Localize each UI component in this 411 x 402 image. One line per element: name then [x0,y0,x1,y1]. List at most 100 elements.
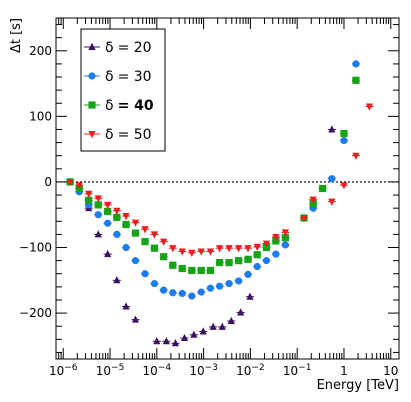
data-point [190,330,198,338]
data-point [160,253,168,261]
data-point [300,215,308,223]
data-point [162,337,170,345]
data-point [160,286,168,294]
data-point [340,182,348,190]
plot-frame [55,17,400,360]
y-tick-label: −200 [19,306,52,320]
data-point [281,234,290,242]
legend-label: δ = 50 [105,127,152,143]
plot-area [56,60,399,347]
data-point [253,262,261,271]
data-point [131,315,140,323]
data-point [227,316,235,324]
series-delta-20 [66,125,336,347]
data-point [235,257,243,265]
data-point [235,245,243,253]
data-point [122,220,130,229]
data-point [113,207,121,215]
data-point [150,231,159,239]
data-point [113,276,121,284]
data-point [178,264,186,273]
data-point [197,288,205,296]
x-tick-label: 10 [383,364,398,378]
data-point [160,238,168,246]
x-tick-label: 10−2 [236,363,265,378]
data-point [206,284,215,292]
data-point [197,248,205,256]
data-point [272,250,280,258]
data-point [262,240,271,248]
data-point [272,234,280,242]
data-point [262,257,271,265]
data-point [94,195,102,203]
legend: δ = 20 δ = 30 δ = 40 δ = 50 [80,28,166,152]
data-point [340,137,348,145]
data-point [141,226,149,234]
data-point [104,219,112,227]
data-point [94,201,102,209]
x-tick-label: 10−1 [283,363,312,378]
data-point [281,229,290,237]
data-point [113,230,121,239]
data-point [328,198,336,206]
data-point [365,103,374,111]
data-point [104,201,112,210]
x-axis-title: Energy [TeV] [317,378,399,393]
data-point [352,76,360,84]
data-point [180,333,189,342]
legend-marker-circle [88,72,96,80]
data-point [216,282,224,290]
data-point [319,184,327,193]
data-point [169,289,177,297]
data-point [122,302,130,310]
data-point [178,248,186,256]
data-point [153,337,161,345]
data-point [237,308,245,316]
data-point [352,152,360,160]
data-point [85,196,93,204]
y-tick-label: 0 [44,175,52,189]
data-point [225,279,233,288]
y-axis-title: Δt [s] [9,18,24,53]
data-point [216,259,224,267]
axes: 10−6 10−5 10−4 10−3 10−2 10−1 1 10 −200 −100 0 100 2… [9,17,400,393]
data-point [150,279,159,288]
data-point [235,277,243,285]
data-point [340,129,348,138]
data-point [225,259,233,267]
data-point [197,266,205,275]
data-point [328,175,336,183]
data-point [244,255,252,263]
data-point [169,245,177,253]
data-point [75,182,83,190]
data-point [199,327,207,335]
data-point [209,322,217,330]
data-point [218,322,226,330]
x-tick-label: 10−5 [96,363,125,378]
legend-marker-triangle-up [88,42,96,50]
legend-label: δ = 30 [105,69,152,85]
data-point [66,178,74,187]
data-point [131,257,140,265]
data-point [85,190,93,198]
x-tick-label: 10−4 [143,363,172,378]
data-point [131,229,140,237]
data-point [169,261,177,269]
y-tick-label: 200 [29,44,52,58]
data-point [281,241,290,249]
data-point [246,292,254,300]
data-point [216,245,224,253]
data-point [141,238,149,246]
data-point [352,60,360,68]
data-point [104,249,112,258]
data-point [328,125,336,133]
data-point [188,266,196,275]
y-tick-label: −100 [19,241,52,255]
series-delta-50 [66,103,374,257]
data-point [94,211,102,219]
data-point [178,289,186,298]
y-tick-label: 100 [29,109,52,123]
x-tick-label: 1 [340,364,348,378]
data-point [171,339,180,347]
